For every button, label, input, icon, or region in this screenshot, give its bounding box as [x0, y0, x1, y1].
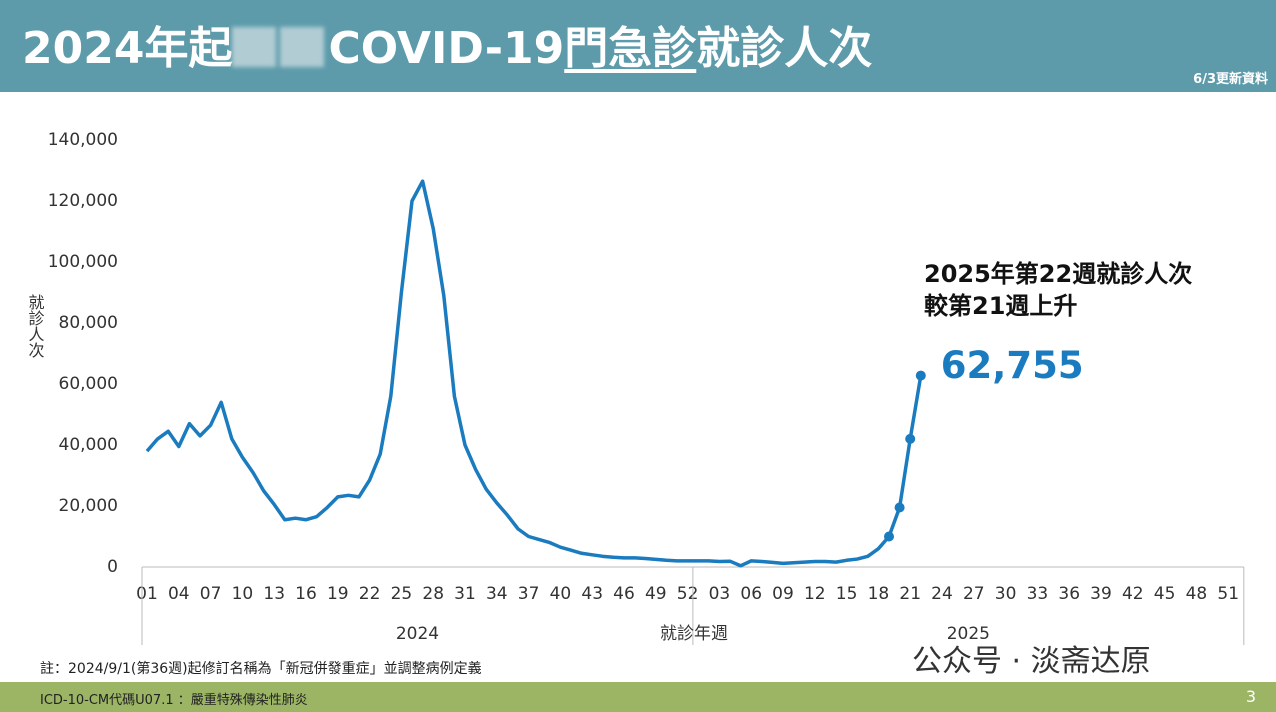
x-tick-label: 37	[518, 584, 540, 604]
x-tick-label: 39	[1090, 584, 1112, 604]
data-point	[915, 370, 926, 381]
x-tick-label: 24	[931, 584, 953, 604]
x-tick-label: 27	[963, 584, 985, 604]
x-tick-label: 48	[1186, 584, 1208, 604]
data-point	[894, 502, 905, 513]
x-tick-label: 25	[391, 584, 413, 604]
annotation: 2025年第22週就診人次	[924, 260, 1192, 288]
y-tick-label: 40,000	[59, 435, 118, 455]
y-tick-label: 60,000	[59, 374, 118, 394]
y-tick-label: 80,000	[59, 313, 118, 333]
data-point	[905, 433, 916, 444]
y-tick-label: 0	[107, 557, 118, 577]
x-tick-label: 01	[136, 584, 158, 604]
y-axis-label: 就診人次	[26, 294, 45, 358]
x-tick-label: 40	[550, 584, 572, 604]
title-part: 門急診	[564, 23, 697, 74]
annotation: 較第21週上升	[924, 292, 1077, 320]
y-tick-label: 20,000	[59, 496, 118, 516]
x-tick-label: 19	[327, 584, 349, 604]
x-tick-label: 03	[709, 584, 731, 604]
y-tick-label: 120,000	[48, 191, 118, 211]
x-tick-label: 21	[899, 584, 921, 604]
group-label: 2025	[947, 624, 990, 644]
data-line	[145, 179, 923, 568]
x-tick-label: 45	[1154, 584, 1176, 604]
x-tick-label: 09	[772, 584, 794, 604]
y-tick-label: 140,000	[48, 130, 118, 150]
watermark: 公众号 · 淡斋达原	[912, 644, 1151, 679]
footnote: 註：2024/9/1(第36週)起修訂名稱為「新冠併發重症」並調整病例定義	[40, 661, 482, 677]
x-tick-label: 16	[295, 584, 317, 604]
title-part: 就診人次	[696, 23, 873, 74]
x-tick-label: 52	[677, 584, 699, 604]
x-tick-label: 04	[168, 584, 190, 604]
page-number: 3	[1245, 687, 1256, 706]
x-tick-label: 22	[359, 584, 381, 604]
chart: 0 20,000 40,000 60,000 80,000 100,000 120,000 1…	[26, 130, 1245, 645]
x-tick-label: 33	[1027, 584, 1049, 604]
x-tick-label: 34	[486, 584, 508, 604]
x-tick-label: 51	[1217, 584, 1239, 604]
footer-text: ICD-10-CM代碼U07.1 ：嚴重特殊傳染性肺炎	[40, 693, 308, 708]
title-part: COVID-19	[328, 23, 565, 74]
blurred-text	[280, 27, 325, 67]
title-part: 2024年起	[22, 23, 233, 74]
x-tick-label: 31	[454, 584, 476, 604]
x-tick-label: 10	[232, 584, 254, 604]
data-point	[884, 531, 894, 542]
x-tick-label: 46	[613, 584, 635, 604]
blurred-text	[232, 27, 277, 67]
x-tick-label: 28	[422, 584, 444, 604]
x-tick-label: 30	[995, 584, 1017, 604]
header-bar: 2024年起 COVID-19門急診就診人次 6/3更新資料	[0, 0, 1276, 92]
x-tick-label: 42	[1122, 584, 1144, 604]
x-tick-label: 13	[263, 584, 285, 604]
update-note: 6/3更新資料	[1193, 72, 1268, 87]
value-label: 62,755	[941, 344, 1084, 387]
x-tick-label: 18	[868, 584, 890, 604]
title: 2024年起 COVID-19門急診就診人次	[22, 12, 872, 76]
x-tick-label: 15	[836, 584, 858, 604]
x-axis-label: 就診年週	[660, 624, 728, 644]
group-label: 2024	[396, 624, 439, 644]
x-tick-label: 06	[740, 584, 762, 604]
footer-bar: ICD-10-CM代碼U07.1 ：嚴重特殊傳染性肺炎 3	[0, 682, 1276, 712]
x-tick-label: 36	[1058, 584, 1080, 604]
x-tick-label: 43	[581, 584, 603, 604]
x-tick-label: 49	[645, 584, 667, 604]
y-tick-label: 100,000	[48, 252, 118, 272]
x-tick-label: 12	[804, 584, 826, 604]
x-tick-label: 07	[200, 584, 222, 604]
